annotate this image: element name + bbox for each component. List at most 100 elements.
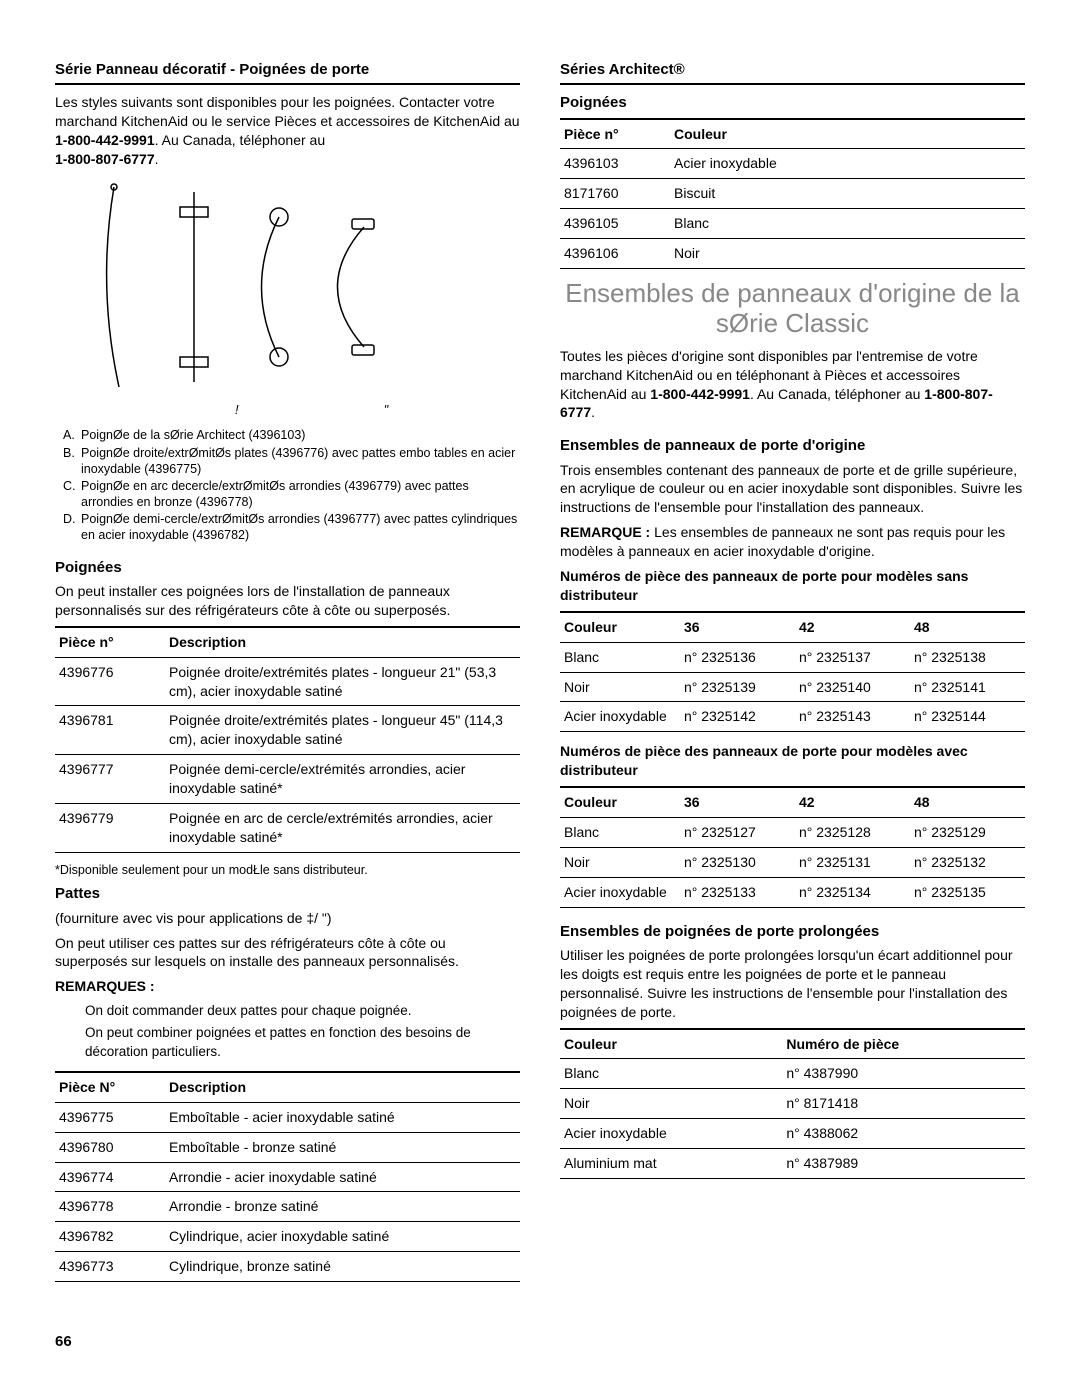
table-header: 48 [910, 612, 1025, 642]
table-row: 4396103Acier inoxydable [560, 149, 1025, 179]
remarque-label: REMARQUE : [560, 524, 650, 540]
table-cell: Acier inoxydable [560, 1119, 782, 1149]
handles-table: Pièce n°Description 4396776Poignée droit… [55, 626, 520, 853]
table-cell: n° 2325127 [680, 818, 795, 848]
table-header: Pièce n° [55, 627, 165, 657]
remarques-heading: REMARQUES : [55, 977, 520, 996]
table-cell: n° 2325132 [910, 847, 1025, 877]
table-header: 42 [795, 787, 910, 817]
table-cell: 4396779 [55, 804, 165, 853]
table-cell: 4396775 [55, 1102, 165, 1132]
table-row: Blancn° 4387990 [560, 1059, 1025, 1089]
classic-title: Ensembles de panneaux d'origine de la sØ… [560, 279, 1025, 339]
legend-item: C.PoignØe en arc decercle/extrØmitØs arr… [63, 479, 520, 510]
table-row: 4396106Noir [560, 239, 1025, 269]
phone-1: 1-800-442-9991 [55, 132, 155, 148]
table-cell: 4396777 [55, 755, 165, 804]
table-cell: n° 2325136 [680, 642, 795, 672]
remark-item: On peut combiner poignées et pattes en f… [85, 1024, 520, 1060]
table-row: 8171760Biscuit [560, 179, 1025, 209]
table-cell: Biscuit [670, 179, 1025, 209]
table-row: 4396778Arrondie - bronze satiné [55, 1192, 520, 1222]
diagram-labels: ! " [55, 401, 520, 423]
table-cell: n° 4387989 [782, 1149, 1025, 1179]
table-header: Couleur [560, 612, 680, 642]
table-cell: 4396774 [55, 1162, 165, 1192]
table-row: Acier inoxydablen° 2325133n° 2325134n° 2… [560, 877, 1025, 907]
table-cell: Poignée droite/extrémités plates - longu… [165, 657, 520, 706]
table-row: 4396782Cylindrique, acier inoxydable sat… [55, 1222, 520, 1252]
diagram-label-1: ! [235, 401, 239, 419]
table-cell: 4396773 [55, 1252, 165, 1282]
table-cell: n° 2325141 [910, 672, 1025, 702]
table-cell: Acier inoxydable [560, 702, 680, 732]
table-row: Blancn° 2325127n° 2325128n° 2325129 [560, 818, 1025, 848]
right-column: Séries Architect® Poignées Pièce n°Coule… [560, 60, 1025, 1292]
table-header: Description [165, 627, 520, 657]
right-poignees-heading: Poignées [560, 93, 1025, 113]
handles-diagram [49, 177, 409, 397]
table-cell: n° 2325128 [795, 818, 910, 848]
table-cell: Poignée demi-cercle/extrémités arrondies… [165, 755, 520, 804]
table-cell: n° 2325137 [795, 642, 910, 672]
table-cell: 4396778 [55, 1192, 165, 1222]
table-cell: 4396781 [55, 706, 165, 755]
diagram-label-2: " [384, 401, 389, 419]
table-cell: 4396106 [560, 239, 670, 269]
intro-text-2: . Au Canada, téléphoner au [155, 132, 325, 148]
table-header: 42 [795, 612, 910, 642]
table-cell: n° 2325135 [910, 877, 1025, 907]
table-cell: n° 4388062 [782, 1119, 1025, 1149]
table-cell: n° 2325140 [795, 672, 910, 702]
table-cell: n° 2325144 [910, 702, 1025, 732]
panels-with-dispenser-table: Couleur364248 Blancn° 2325127n° 2325128n… [560, 786, 1025, 908]
table-cell: Aluminium mat [560, 1149, 782, 1179]
poignees-text: On peut installer ces poignées lors de l… [55, 582, 520, 620]
table-cell: Emboîtable - acier inoxydable satiné [165, 1102, 520, 1132]
table-row: 4396776Poignée droite/extrémités plates … [55, 657, 520, 706]
r-phone-1: 1-800-442-9991 [650, 386, 750, 402]
table-header: Pièce N° [55, 1072, 165, 1102]
sub2-heading: Ensembles de poignées de porte prolongée… [560, 922, 1025, 942]
table-row: 4396779Poignée en arc de cercle/extrémit… [55, 804, 520, 853]
intro-text-3: . [155, 151, 159, 167]
table-cell: Arrondie - bronze satiné [165, 1192, 520, 1222]
sub1-text: Trois ensembles contenant des panneaux d… [560, 461, 1025, 518]
t5-title: Numéros de pièce des panneaux de porte p… [560, 742, 1025, 780]
pattes-table: Pièce N°Description 4396775Emboîtable - … [55, 1071, 520, 1282]
table-cell: n° 4387990 [782, 1059, 1025, 1089]
table-cell: Acier inoxydable [670, 149, 1025, 179]
table-row: 4396781Poignée droite/extrémités plates … [55, 706, 520, 755]
r-intro-3: . [591, 404, 595, 420]
table-cell: n° 2325129 [910, 818, 1025, 848]
table-cell: Poignée en arc de cercle/extrémités arro… [165, 804, 520, 853]
legend-item: B.PoignØe droite/extrØmitØs plates (4396… [63, 446, 520, 477]
table-cell: n° 2325138 [910, 642, 1025, 672]
table-cell: n° 2325130 [680, 847, 795, 877]
table-row: 4396777Poignée demi-cercle/extrémités ar… [55, 755, 520, 804]
left-column: Série Panneau décoratif - Poignées de po… [55, 60, 520, 1292]
table-header: Numéro de pièce [782, 1029, 1025, 1059]
pattes-text-2: On peut utiliser ces pattes sur des réfr… [55, 934, 520, 972]
table-cell: 8171760 [560, 179, 670, 209]
table-cell: Blanc [560, 1059, 782, 1089]
architect-table: Pièce n°Couleur 4396103Acier inoxydable8… [560, 118, 1025, 269]
extended-handles-table: CouleurNuméro de pièce Blancn° 4387990No… [560, 1028, 1025, 1179]
table-row: Acier inoxydablen° 4388062 [560, 1119, 1025, 1149]
remark-item: On doit commander deux pattes pour chaqu… [85, 1002, 520, 1020]
pattes-heading: Pattes [55, 884, 520, 904]
t4-title: Numéros de pièce des panneaux de porte p… [560, 567, 1025, 605]
table-cell: Blanc [560, 642, 680, 672]
table-cell: Acier inoxydable [560, 877, 680, 907]
table-cell: Poignée droite/extrémités plates - longu… [165, 706, 520, 755]
table-cell: Emboîtable - bronze satiné [165, 1132, 520, 1162]
table-row: Aluminium matn° 4387989 [560, 1149, 1025, 1179]
table-cell: Noir [560, 1089, 782, 1119]
remarques-list: On doit commander deux pattes pour chaqu… [85, 1002, 520, 1061]
table-cell: Cylindrique, acier inoxydable satiné [165, 1222, 520, 1252]
table-row: Blancn° 2325136n° 2325137n° 2325138 [560, 642, 1025, 672]
remarque-line: REMARQUE : Les ensembles de panneaux ne … [560, 523, 1025, 561]
table-row: 4396774Arrondie - acier inoxydable satin… [55, 1162, 520, 1192]
footnote: *Disponible seulement pour un modŁle san… [55, 863, 520, 879]
sub1-heading: Ensembles de panneaux de porte d'origine [560, 436, 1025, 456]
